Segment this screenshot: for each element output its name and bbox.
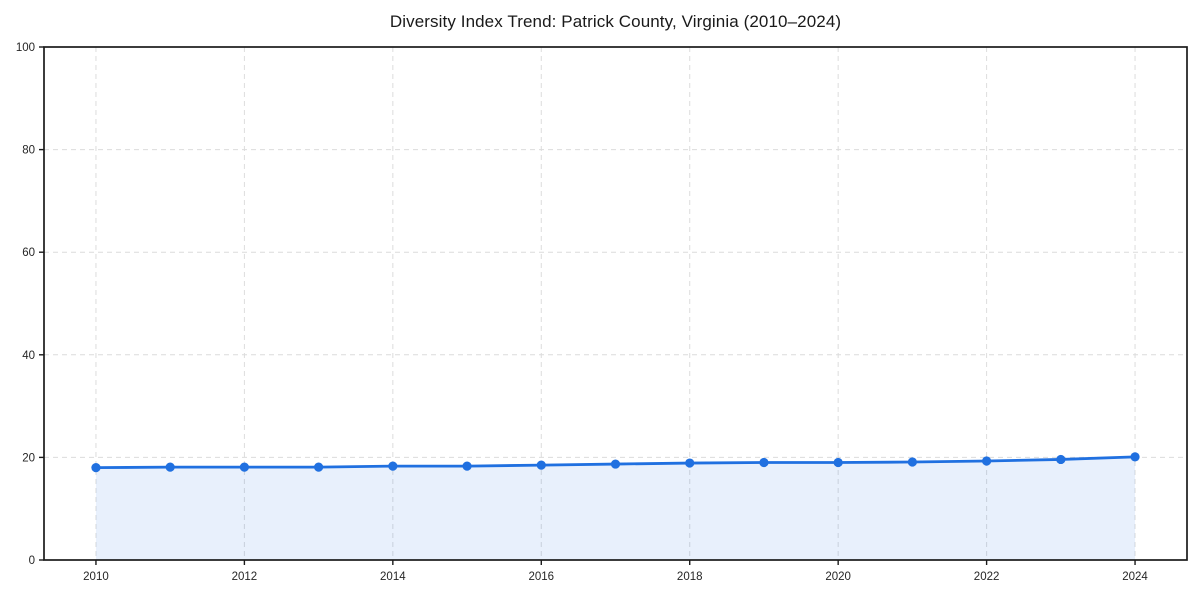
chart-title: Diversity Index Trend: Patrick County, V…	[389, 12, 842, 31]
data-point-2012	[239, 462, 249, 472]
data-point-2014	[388, 461, 398, 471]
x-tick-label-2014: 2014	[380, 571, 406, 583]
data-point-2016	[536, 460, 546, 470]
x-tick-label-2024: 2024	[1122, 571, 1148, 583]
data-point-2018	[685, 458, 695, 468]
y-tick-label-100: 100	[16, 42, 35, 54]
y-tick-label-20: 20	[22, 452, 35, 464]
x-tick-label-2018: 2018	[677, 571, 703, 583]
y-tick-label-0: 0	[29, 555, 35, 567]
data-point-2017	[610, 459, 621, 469]
data-point-2024	[1130, 452, 1140, 462]
x-tick-label-2022: 2022	[974, 571, 1000, 583]
data-point-2020	[833, 457, 843, 468]
x-tick-label-2010: 2010	[83, 571, 109, 583]
x-tick-label-2012: 2012	[232, 571, 258, 583]
data-point-2021	[907, 457, 917, 467]
data-point-2015	[462, 461, 472, 471]
y-tick-label-40: 40	[22, 350, 35, 362]
data-point-2013	[314, 462, 324, 472]
data-point-2011	[165, 462, 175, 472]
y-tick-label-60: 60	[22, 247, 35, 259]
data-point-2022	[982, 456, 992, 466]
data-point-2023	[1056, 454, 1066, 465]
area-fill	[95, 456, 1136, 560]
plot-border	[43, 46, 1188, 561]
x-tick-label-2020: 2020	[825, 571, 851, 583]
y-tick-label-80: 80	[22, 145, 35, 157]
x-tick-label-2016: 2016	[528, 571, 554, 583]
data-point-2019	[759, 457, 769, 468]
data-point-2010	[91, 463, 101, 473]
